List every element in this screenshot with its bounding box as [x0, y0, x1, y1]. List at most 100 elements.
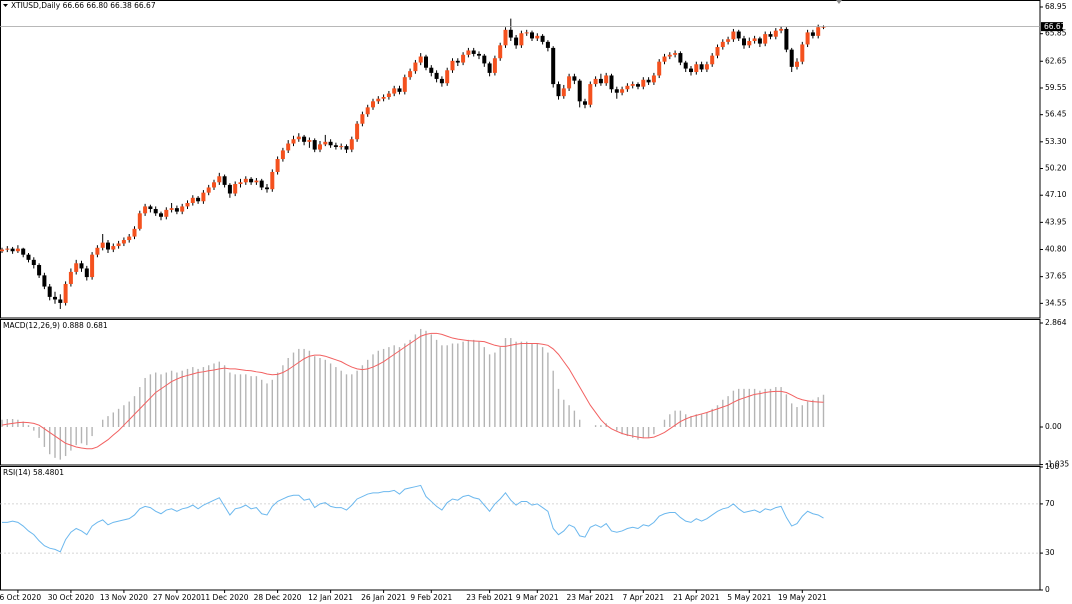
candle-body	[121, 240, 126, 244]
candle-body	[0, 249, 4, 252]
candle-body	[466, 50, 471, 55]
candle-body	[31, 259, 36, 266]
candle-body	[68, 271, 73, 284]
candle-body	[636, 84, 640, 87]
candle-body	[683, 62, 688, 69]
candle-body	[349, 139, 354, 150]
candle-body	[620, 89, 625, 93]
candle-body	[439, 78, 444, 84]
candle-body	[408, 71, 413, 78]
y-tick-label: 2.864	[1045, 318, 1067, 327]
y-tick-label: 34.55	[1045, 298, 1067, 307]
candle-body	[424, 56, 428, 68]
candle-body	[270, 171, 275, 190]
x-tick-label: 12 Jan 2021	[308, 593, 353, 602]
candle-body	[53, 296, 57, 300]
x-tick-label: 23 Feb 2021	[466, 593, 513, 602]
candle-body	[614, 89, 619, 93]
candle-body	[418, 56, 423, 63]
candle-body	[492, 58, 497, 73]
candle-body	[524, 32, 529, 34]
candle-body	[318, 144, 322, 150]
candle-body	[784, 28, 789, 50]
candle-body	[365, 107, 370, 115]
candle-body	[471, 50, 476, 54]
candle-body	[434, 72, 439, 79]
x-tick-label: 13 Nov 2020	[100, 593, 148, 602]
y-tick-label: 68.95	[1045, 2, 1067, 11]
candle-body	[275, 159, 280, 172]
candle-body	[328, 141, 333, 146]
candle-body	[26, 254, 31, 260]
candle-body	[5, 248, 10, 250]
candle-body	[190, 197, 195, 203]
symbol-menu-icon[interactable]	[3, 4, 8, 7]
candle-body	[100, 242, 105, 248]
candle-body	[249, 178, 254, 183]
candle-body	[90, 254, 95, 278]
candle-body	[699, 64, 704, 70]
candle-body	[689, 68, 693, 73]
candle-body	[47, 286, 52, 297]
candle-body	[164, 209, 169, 217]
candle-body	[593, 78, 598, 85]
candle-body	[508, 29, 513, 38]
candle-body	[567, 76, 572, 89]
candle-body	[111, 246, 116, 250]
y-tick-label: 50.20	[1045, 164, 1067, 173]
candle-body	[169, 208, 174, 210]
macd-panel-frame	[0, 319, 1041, 466]
x-tick-label: 27 Nov 2020	[153, 593, 201, 602]
candle-body	[773, 30, 778, 37]
candle-body	[201, 192, 206, 202]
candle-body	[233, 184, 238, 194]
candle-body	[180, 206, 185, 212]
candle-body	[153, 209, 158, 214]
candle-body	[10, 248, 15, 252]
candle-body	[482, 55, 487, 64]
candle-body	[74, 263, 79, 272]
candle-body	[339, 146, 344, 148]
candle-body	[445, 70, 450, 84]
candle-body	[757, 38, 762, 44]
candle-body	[704, 64, 709, 70]
candle-body	[572, 76, 577, 81]
candle-body	[95, 247, 100, 255]
candle-body	[514, 37, 519, 46]
candle-body	[641, 79, 646, 87]
candle-body	[625, 85, 630, 90]
candle-body	[106, 242, 110, 250]
y-tick-label: 0.00	[1045, 422, 1062, 431]
candle-body	[710, 55, 715, 65]
candle-body	[816, 27, 821, 36]
candle-body	[583, 101, 587, 105]
candle-body	[21, 248, 26, 255]
candle-body	[212, 182, 216, 188]
candle-body	[302, 136, 307, 142]
candle-body	[747, 41, 752, 46]
candle-body	[731, 31, 736, 40]
current-price-tag	[1041, 22, 1063, 32]
candle-body	[376, 98, 381, 102]
candle-body	[662, 56, 667, 62]
candle-body	[821, 26, 826, 28]
x-tick-label: 16 Oct 2020	[0, 593, 41, 602]
candle-body	[185, 202, 190, 207]
y-tick-label: 100	[1045, 462, 1060, 471]
y-tick-label: 53.30	[1045, 137, 1067, 146]
panel-title: MACD(12,26,9) 0.888 0.681	[3, 321, 108, 330]
x-tick-label: 26 Jan 2021	[361, 593, 406, 602]
candle-body	[79, 263, 84, 269]
x-tick-label: 28 Dec 2020	[254, 593, 302, 602]
candle-body	[265, 187, 269, 190]
x-tick-label: 5 May 2021	[727, 593, 771, 602]
candle-body	[551, 47, 556, 85]
candle-body	[132, 228, 137, 237]
candle-body	[413, 62, 418, 72]
candle-body	[143, 206, 148, 214]
candle-body	[196, 197, 201, 202]
y-tick-label: 62.65	[1045, 56, 1067, 65]
candle-body	[561, 88, 566, 97]
candle-body	[519, 33, 524, 46]
rsi-panel-frame	[0, 466, 1041, 591]
